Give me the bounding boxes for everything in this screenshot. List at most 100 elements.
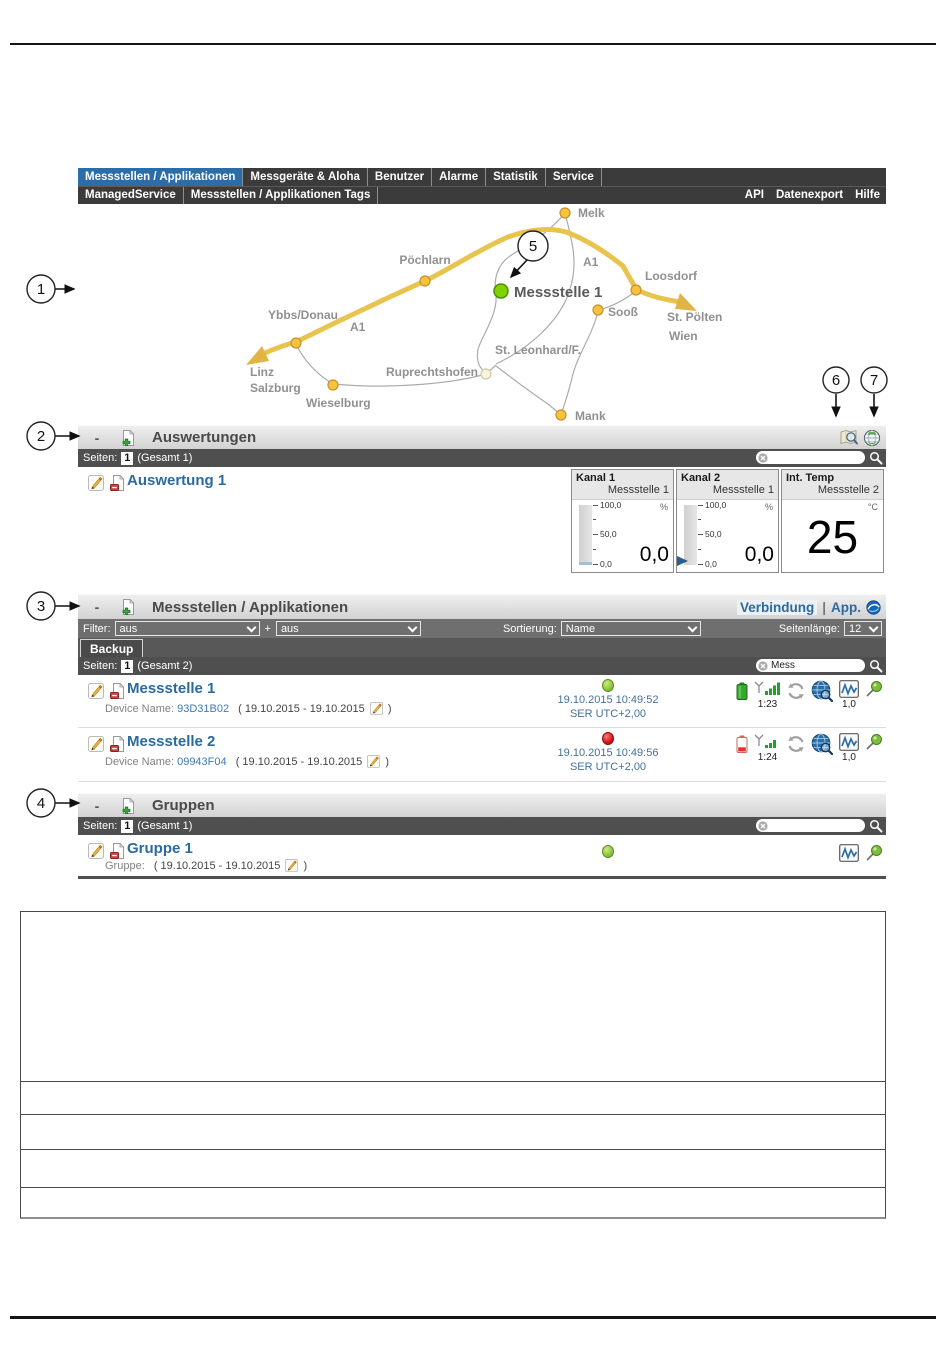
- tab-service[interactable]: Service: [546, 168, 602, 186]
- gauge-unit: °C: [867, 502, 878, 512]
- search-clear-icon[interactable]: [758, 661, 768, 671]
- edit-icon[interactable]: [88, 683, 104, 699]
- globe-search-icon[interactable]: [811, 680, 833, 702]
- chart-icon[interactable]: [839, 680, 859, 698]
- map-label-loosdorf: Loosdorf: [645, 269, 698, 283]
- pagination-bar-auswertungen: Seiten: 1 (Gesamt 1): [78, 449, 886, 467]
- refresh-icon[interactable]: [787, 682, 805, 700]
- search-value: Mess: [771, 660, 795, 671]
- edit-dates-icon[interactable]: [367, 755, 380, 768]
- search-icon[interactable]: [869, 659, 883, 673]
- date-range-close: ): [303, 860, 308, 872]
- search-input[interactable]: [756, 451, 865, 464]
- messstelle-link[interactable]: Messstelle 2: [127, 733, 216, 750]
- device-name-value[interactable]: 09943F04: [177, 756, 227, 768]
- chart-icon[interactable]: [839, 733, 859, 751]
- notes-row: [21, 1187, 885, 1217]
- gruppe-link[interactable]: Gruppe 1: [127, 840, 193, 857]
- collapse-gruppen[interactable]: -: [94, 797, 100, 814]
- callout-number: 2: [37, 428, 45, 445]
- gauge-card-kanal-2[interactable]: Kanal 2 Messstelle 1 100,0 50,0 0,0 % 0,…: [676, 469, 779, 573]
- pushpin-icon[interactable]: [865, 733, 883, 751]
- notes-table: [20, 911, 886, 1219]
- delete-icon[interactable]: [110, 843, 126, 859]
- tab-statistik[interactable]: Statistik: [486, 168, 546, 186]
- page-number[interactable]: 1: [121, 819, 134, 833]
- gauge-pointer: [677, 556, 688, 566]
- link-app[interactable]: App.: [831, 599, 861, 615]
- map-label-ruprechtshofen: Ruprechtshofen: [386, 365, 478, 379]
- section-header-gruppen: - Gruppen: [78, 793, 886, 817]
- link-hilfe[interactable]: Hilfe: [855, 189, 880, 201]
- sort-select[interactable]: Name: [560, 621, 701, 636]
- search-icon[interactable]: [869, 451, 883, 465]
- map-dot-messstelle-1[interactable]: [493, 283, 509, 299]
- filter-bar: Filter: aus + aus Sortierung: Name Seite…: [78, 619, 886, 638]
- link-datenexport[interactable]: Datenexport: [775, 189, 844, 201]
- date-range: ( 19.10.2015 - 19.10.2015: [235, 756, 363, 768]
- collapse-messstellen[interactable]: -: [94, 599, 100, 615]
- chevron-down-icon: [246, 622, 256, 633]
- add-messstelle-icon[interactable]: [120, 599, 136, 615]
- gauge-tick-label: 100,0: [600, 500, 622, 510]
- auswertung-link[interactable]: Auswertung 1: [127, 472, 227, 489]
- link-api[interactable]: API: [744, 189, 764, 201]
- sort-label: Sortierung:: [502, 622, 557, 635]
- overview-map[interactable]: Melk Pöchlarn A1 Loosdorf Messstelle 1 S…: [78, 204, 886, 425]
- filter-select-1[interactable]: aus: [114, 621, 260, 636]
- messstelle-link[interactable]: Messstelle 1: [127, 680, 216, 697]
- subtab-managedservice[interactable]: ManagedService: [78, 187, 184, 204]
- search-clear-icon[interactable]: [758, 821, 768, 831]
- backup-button[interactable]: Backup: [80, 639, 144, 659]
- page-number[interactable]: 1: [121, 451, 134, 465]
- map-label-soos: Sooß: [608, 305, 638, 319]
- edit-dates-icon[interactable]: [370, 702, 383, 715]
- delete-icon[interactable]: [110, 736, 126, 752]
- signal-strength-icon: [754, 733, 781, 751]
- gauge-unit: %: [764, 502, 773, 512]
- globe-icon[interactable]: [863, 429, 881, 447]
- add-auswertung-icon[interactable]: [120, 430, 136, 446]
- status-dot-green: [602, 845, 614, 858]
- gauge-value: 0,0: [744, 543, 774, 566]
- map-zoom-icon[interactable]: [840, 429, 858, 447]
- add-gruppe-icon[interactable]: [120, 798, 136, 814]
- search-clear-icon[interactable]: [758, 453, 768, 463]
- edit-dates-icon[interactable]: [285, 859, 298, 872]
- page-bottom-rule: [10, 1316, 936, 1319]
- tab-benutzer[interactable]: Benutzer: [368, 168, 433, 186]
- page-number[interactable]: 1: [121, 659, 134, 673]
- gauge-bar: [579, 505, 592, 565]
- gauge-card-kanal-1[interactable]: Kanal 1 Messstelle 1 100,0 50,0 0,0 % 0,…: [571, 469, 674, 573]
- tab-messgeraete-aloha[interactable]: Messgeräte & Aloha: [243, 168, 368, 186]
- earth-sphere-icon[interactable]: [866, 600, 881, 615]
- pushpin-icon[interactable]: [865, 844, 883, 862]
- refresh-icon[interactable]: [787, 735, 805, 753]
- collapse-auswertungen[interactable]: -: [94, 429, 100, 446]
- tab-messstellen-applikationen[interactable]: Messstellen / Applikationen: [78, 168, 244, 186]
- pagelen-select[interactable]: 12: [844, 621, 882, 636]
- globe-search-icon[interactable]: [811, 733, 833, 755]
- pushpin-icon[interactable]: [865, 680, 883, 698]
- section-title-gruppen: Gruppen: [152, 797, 215, 814]
- edit-icon[interactable]: [88, 736, 104, 752]
- notes-row: [21, 1114, 885, 1149]
- edit-icon[interactable]: [88, 475, 104, 491]
- search-input[interactable]: [756, 819, 865, 832]
- edit-icon[interactable]: [88, 843, 104, 859]
- map-label-ybbs: Ybbs/Donau: [268, 308, 338, 322]
- filter-select-2[interactable]: aus: [275, 621, 421, 636]
- last-contact-timestamp: 19.10.2015 10:49:56: [557, 747, 659, 759]
- tab-alarme[interactable]: Alarme: [432, 168, 487, 186]
- chart-value: 1,0: [842, 752, 856, 763]
- link-verbindung[interactable]: Verbindung: [736, 599, 818, 615]
- gauge-card-int-temp[interactable]: Int. Temp Messstelle 2 °C 25: [781, 469, 884, 573]
- delete-icon[interactable]: [110, 683, 126, 699]
- search-input[interactable]: Mess: [756, 659, 865, 672]
- delete-icon[interactable]: [110, 475, 126, 491]
- device-name-value[interactable]: 93D31B02: [177, 703, 230, 715]
- chevron-down-icon: [868, 622, 879, 633]
- search-icon[interactable]: [869, 819, 883, 833]
- chart-icon[interactable]: [839, 844, 859, 862]
- subtab-messstellen-tags[interactable]: Messstellen / Applikationen Tags: [184, 187, 379, 204]
